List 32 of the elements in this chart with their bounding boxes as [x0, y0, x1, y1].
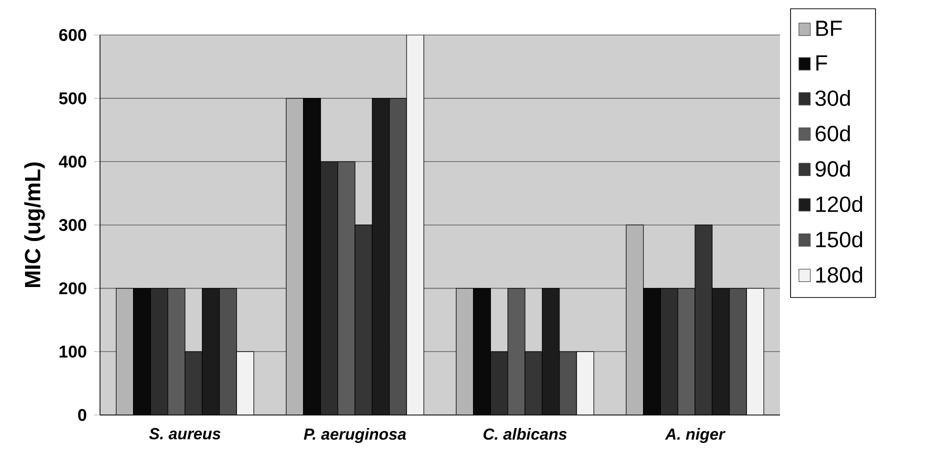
- bar: [354, 224, 373, 415]
- legend-label: 120d: [816, 196, 862, 212]
- bar: [694, 224, 712, 415]
- legend-label: 180d: [816, 266, 862, 283]
- y-tick-label: 200: [59, 282, 86, 294]
- x-tick-label: C. albicans: [484, 428, 567, 440]
- x-tick-label: P. aeruginosa: [304, 428, 406, 443]
- bar: [184, 351, 203, 415]
- legend-label: 60d: [816, 125, 850, 142]
- bar: [219, 288, 237, 415]
- y-tick-label: 400: [58, 156, 86, 168]
- bar: [660, 288, 678, 415]
- y-axis-title: MIC (ug/mL): [24, 162, 45, 288]
- x-tick-label: S. aureus: [149, 428, 220, 440]
- y-tick-label: 600: [59, 28, 86, 41]
- bar: [320, 161, 338, 415]
- legend-label: F: [816, 55, 828, 70]
- legend-label: 150d: [816, 231, 862, 248]
- bar: [559, 351, 577, 415]
- y-tick-label: 0: [78, 408, 86, 421]
- y-tick-label: 300: [58, 218, 86, 232]
- bar: [729, 288, 747, 415]
- y-tick-label: 500: [59, 92, 86, 104]
- legend-label: 90d: [816, 160, 850, 177]
- x-tick-label: A. niger: [664, 428, 726, 443]
- bar: [150, 288, 168, 415]
- legend-label: BF: [816, 20, 842, 36]
- bar: [524, 351, 543, 415]
- bar: [389, 98, 407, 415]
- legend-label: 30d: [815, 90, 850, 106]
- y-tick-label: 100: [60, 346, 86, 358]
- bar: [490, 351, 508, 415]
